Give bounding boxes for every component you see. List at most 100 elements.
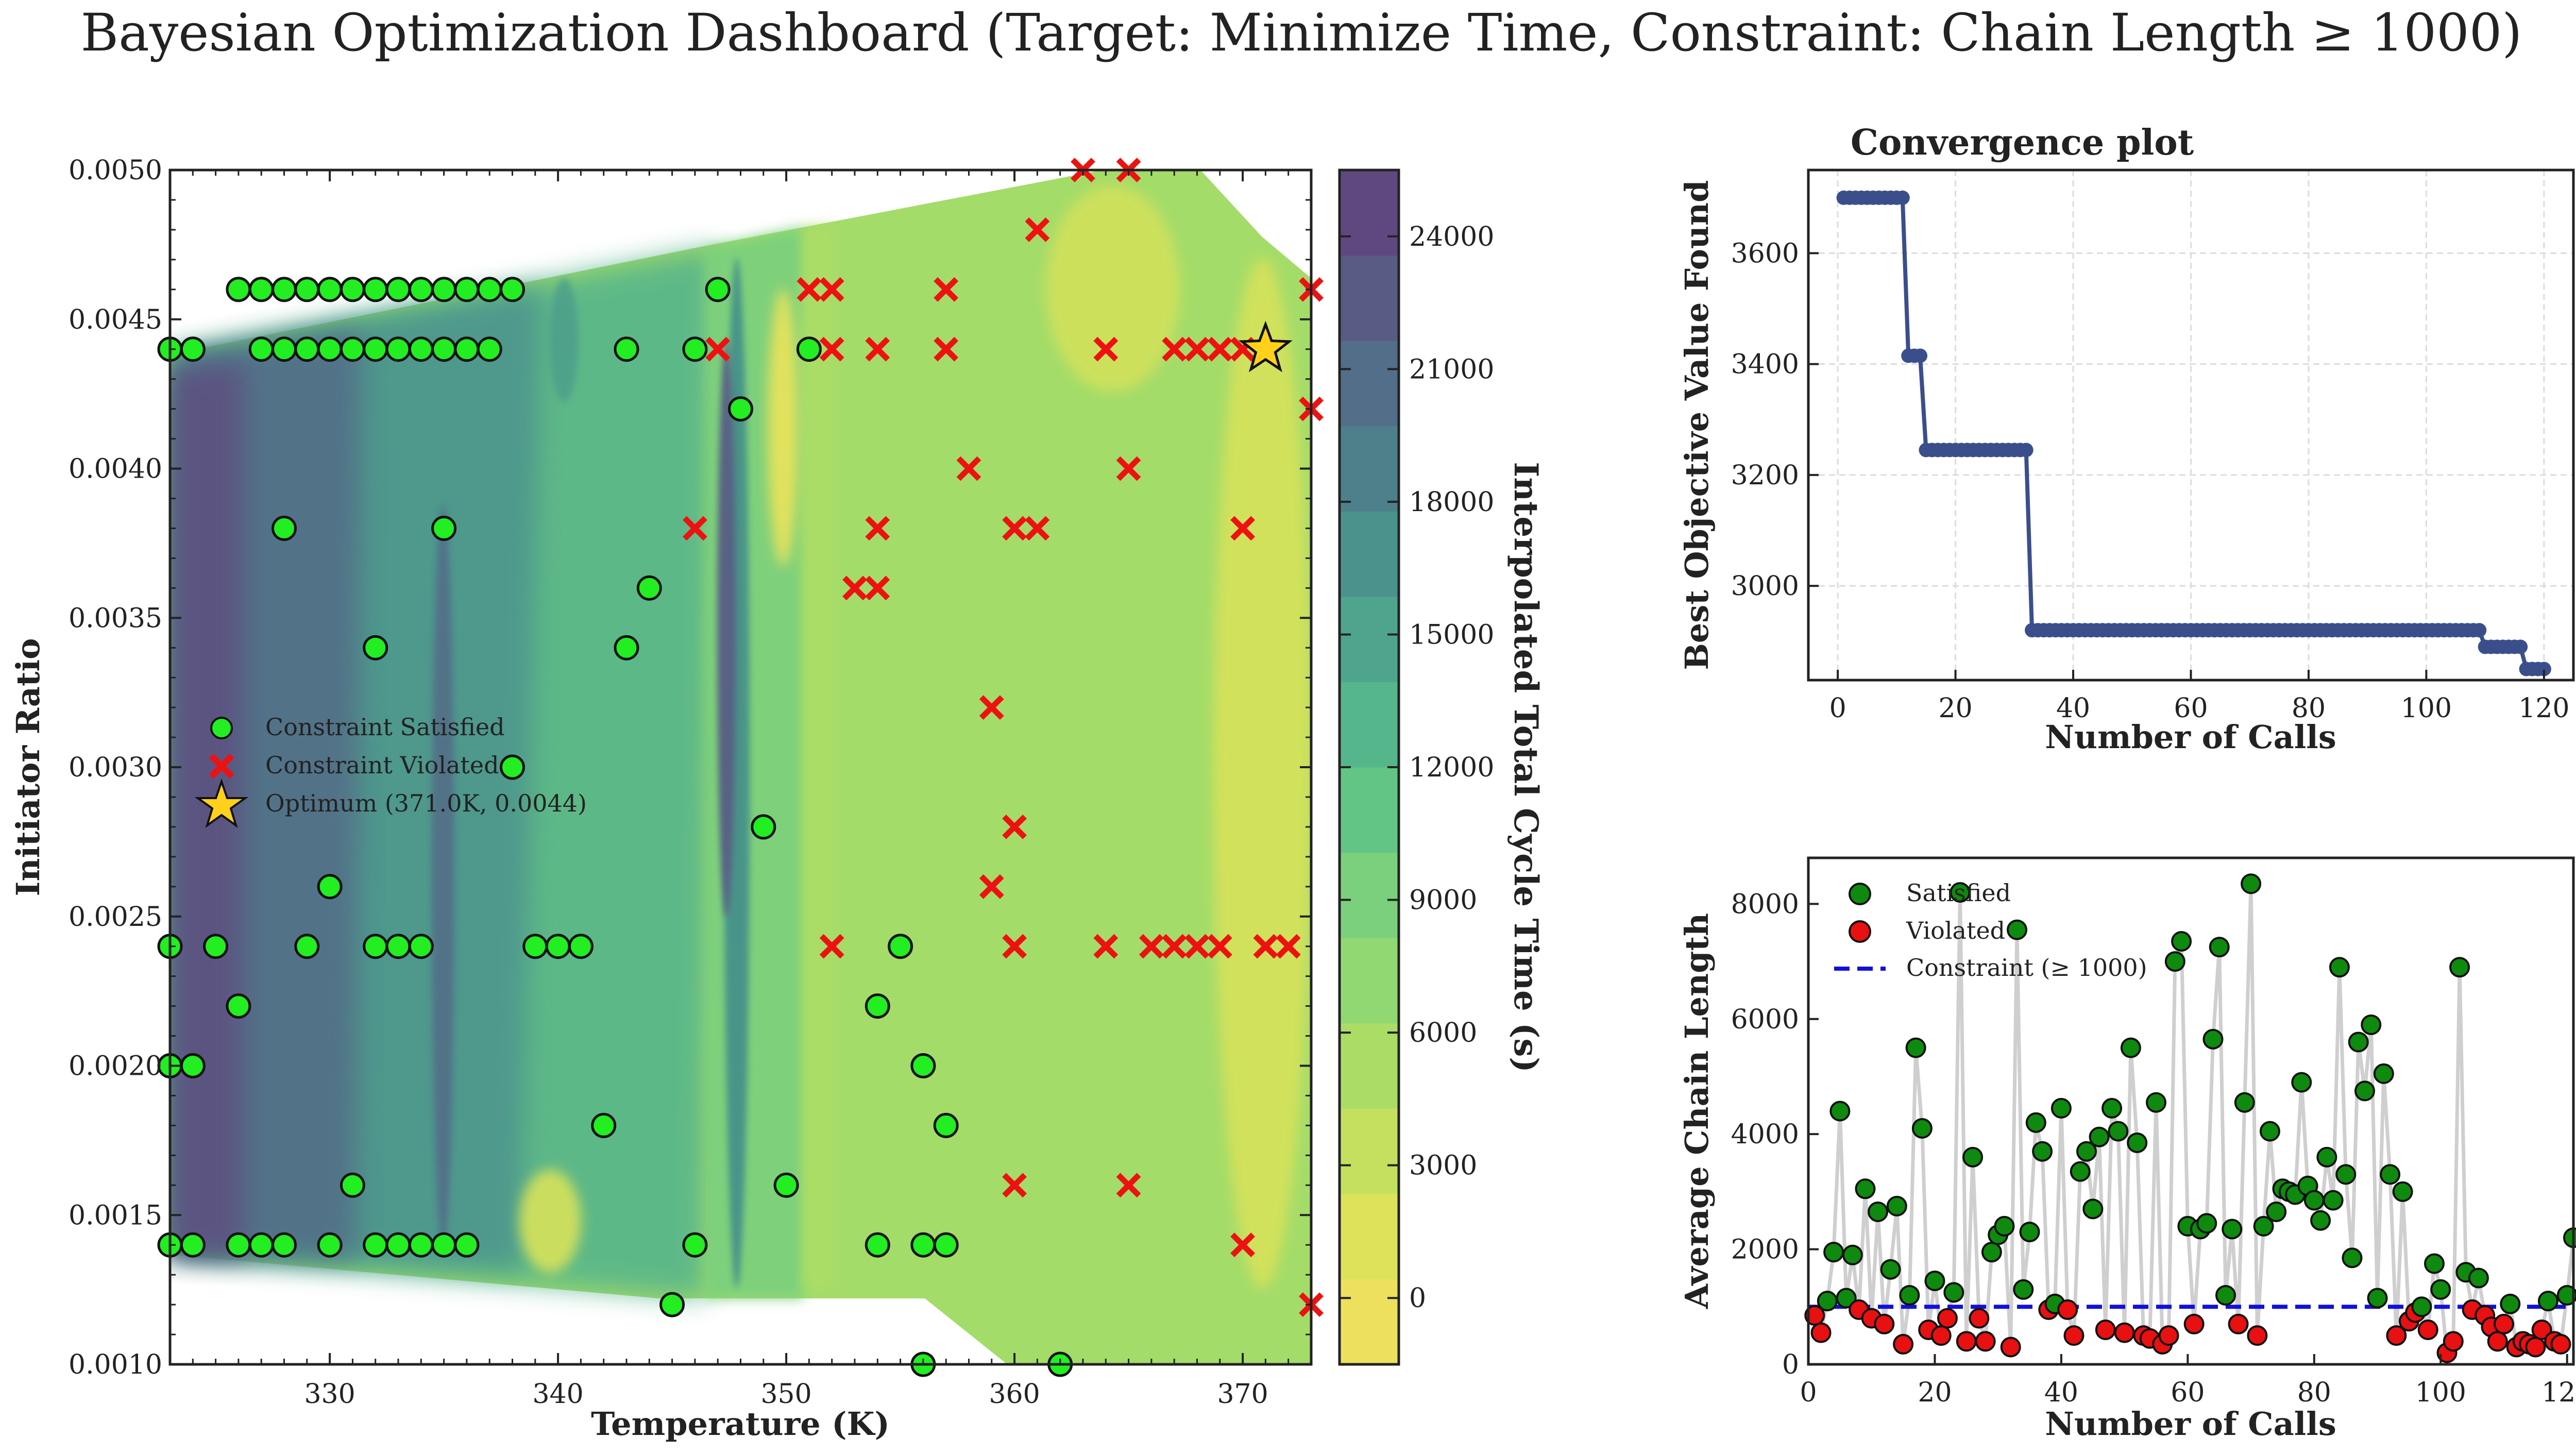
violated-point (934, 277, 959, 302)
convergence-point (2536, 662, 2551, 677)
satisfied-point (2019, 1222, 2040, 1243)
satisfied-point (1981, 1242, 2002, 1263)
x-tick-label: 20 (1918, 1377, 1952, 1408)
colorbar-band (1340, 938, 1399, 1024)
y-tick-label: 0.0025 (69, 902, 162, 933)
satisfied-point (226, 1232, 251, 1258)
violated-point (1975, 1331, 1996, 1352)
legend-satisfied-marker (210, 717, 233, 739)
x-tick-label: 0 (1829, 693, 1846, 724)
legend-satisfied-label: Constraint Satisfied (265, 713, 505, 741)
satisfied-point (431, 336, 457, 362)
satisfied-point (728, 396, 753, 422)
legend-violated-label: Violated (1906, 917, 2005, 944)
satisfied-point (180, 336, 206, 362)
contour-ticks: 330 340 350 360 370 0.0010 0.0015 0.0020 0.0025 0… (69, 155, 1312, 1410)
x-tick-label: 40 (2056, 693, 2090, 724)
satisfied-point (2537, 1291, 2558, 1312)
colorbar-band (1340, 1023, 1399, 1109)
violated-point (2386, 1325, 2407, 1346)
colorbar-band (1340, 511, 1399, 597)
x-tick-label: 100 (2415, 1377, 2466, 1408)
satisfied-point (1911, 1118, 1933, 1139)
y-tick-label: 0.0015 (69, 1200, 162, 1231)
violated-point (2443, 1331, 2464, 1352)
violated-point (2531, 1319, 2552, 1340)
violated-point (2057, 1299, 2078, 1320)
satisfied-point (385, 336, 411, 362)
satisfied-point (2070, 1161, 2091, 1182)
convergence-series (1836, 190, 2551, 677)
satisfied-point (888, 934, 913, 959)
satisfied-point (431, 1232, 457, 1258)
satisfied-point (226, 277, 251, 302)
satisfied-point (2032, 1141, 2053, 1162)
y-tick-label: 6000 (1731, 1004, 1799, 1035)
legend-satisfied-marker (1849, 883, 1871, 905)
satisfied-point (2430, 1279, 2451, 1300)
figure-title: Bayesian Optimization Dashboard (Target:… (81, 3, 2522, 63)
convergence-panel: Convergence plot 0 20 40 60 80 100 120 3000 3200… (1678, 122, 2575, 756)
satisfied-point (454, 336, 480, 362)
satisfied-point (180, 1053, 206, 1078)
colorbar-band (1340, 170, 1399, 256)
colorbar-band (1340, 852, 1399, 938)
colorbar-tick-label: 12000 (1409, 752, 1494, 783)
satisfied-point (1836, 1288, 1857, 1309)
violated-point (1093, 336, 1118, 362)
violated-point (1230, 516, 1255, 541)
optimum-star (1238, 320, 1293, 373)
satisfied-point (933, 1232, 959, 1258)
violated-point (2487, 1331, 2508, 1352)
legend-violated-marker (1849, 920, 1871, 943)
convergence-point (2513, 639, 2528, 654)
contour-points (157, 158, 1324, 1377)
violated-point (2494, 1313, 2514, 1334)
violated-point (2525, 1337, 2546, 1358)
satisfied-point (340, 336, 365, 362)
x-tick-label: 40 (2044, 1377, 2078, 1408)
y-tick-label: 0.0030 (69, 752, 162, 783)
chain-series (1804, 873, 2576, 1363)
satisfied-point (1880, 1259, 1901, 1280)
violated-point (1025, 516, 1050, 541)
x-tick-label: 370 (1217, 1379, 1268, 1410)
satisfied-point (1899, 1284, 1920, 1306)
legend-satisfied-label: Satisfied (1906, 879, 2011, 907)
satisfied-point (1950, 882, 1971, 903)
satisfied-point (385, 1232, 411, 1258)
violated-point (1230, 1232, 1255, 1258)
satisfied-point (2202, 1028, 2224, 1050)
satisfied-point (2392, 1181, 2413, 1202)
violated-point (2095, 1319, 2116, 1340)
colorbar-band (1340, 426, 1399, 512)
colorbar-tick-label: 3000 (1409, 1151, 1477, 1181)
satisfied-point (545, 934, 571, 959)
satisfied-point (1817, 1291, 1838, 1312)
satisfied-point (659, 1292, 685, 1317)
satisfied-point (933, 1112, 959, 1138)
satisfied-point (272, 277, 297, 302)
satisfied-point (2266, 1201, 2287, 1222)
colorbar-band (1340, 1108, 1399, 1194)
convergence-point (2472, 623, 2487, 638)
contour-gradients (170, 185, 1311, 1298)
convergence-xlabel: Number of Calls (2045, 718, 2336, 756)
satisfied-point (2500, 1293, 2521, 1314)
satisfied-point (2449, 957, 2470, 978)
chain-legend: Satisfied Violated Constraint (≥ 1000) (1834, 879, 2147, 982)
satisfied-point (408, 336, 434, 362)
violated-point (1162, 336, 1187, 362)
violated-point (1276, 934, 1301, 959)
satisfied-point (2025, 1112, 2046, 1133)
colorbar-tick-label: 9000 (1409, 885, 1477, 916)
satisfied-point (2007, 919, 2027, 940)
violated-point (865, 576, 890, 601)
y-tick-label: 2000 (1731, 1235, 1799, 1265)
satisfied-point (591, 1112, 617, 1138)
satisfied-point (2291, 1072, 2312, 1093)
contour-panel: 330 340 350 360 370 0.0010 0.0015 0.0020 0.0025 0… (9, 155, 1324, 1443)
violated-point (1893, 1333, 1914, 1355)
satisfied-point (2209, 937, 2230, 958)
x-tick-label: 340 (532, 1379, 583, 1410)
